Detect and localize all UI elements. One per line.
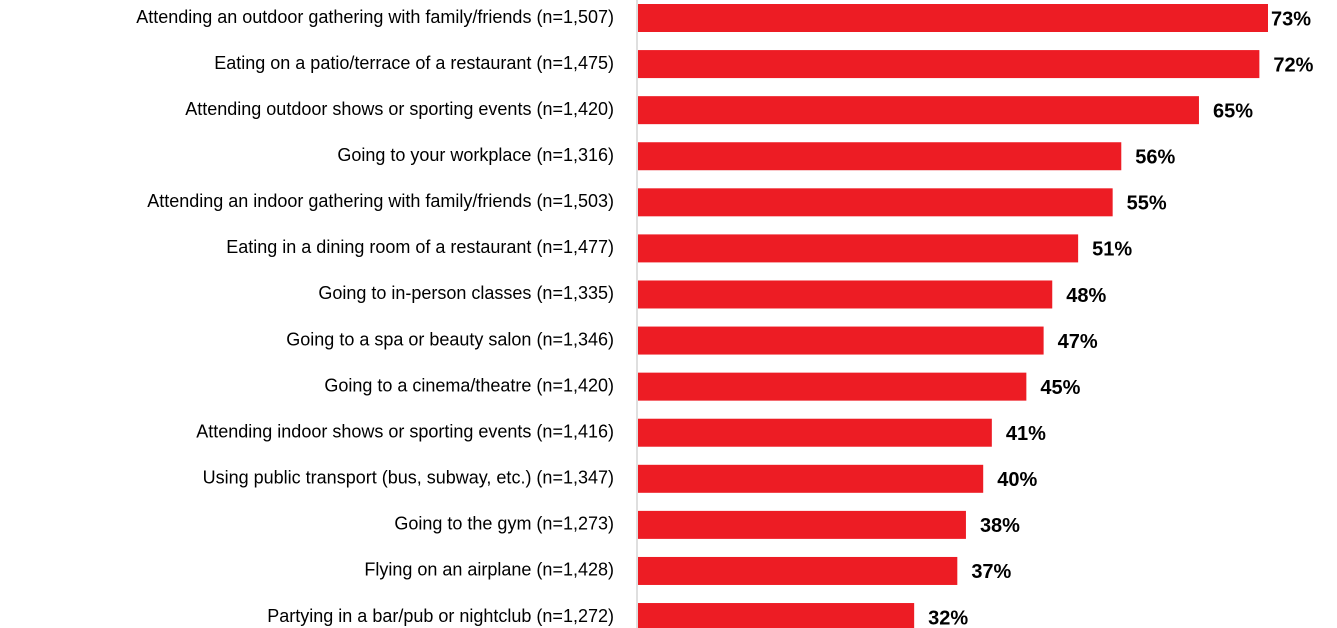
category-label: Going to the gym (n=1,273) xyxy=(394,514,614,534)
value-label: 40% xyxy=(997,469,1037,491)
bar xyxy=(638,188,1113,217)
value-label: 41% xyxy=(1006,423,1046,445)
category-label: Attending indoor shows or sporting event… xyxy=(196,421,614,441)
value-label: 51% xyxy=(1092,239,1132,261)
bar xyxy=(638,50,1260,79)
category-label: Using public transport (bus, subway, etc… xyxy=(203,468,614,488)
value-label: 73% xyxy=(1271,8,1311,30)
bar xyxy=(638,418,992,447)
category-label: Attending an outdoor gathering with fami… xyxy=(136,7,614,27)
category-label: Going to a cinema/theatre (n=1,420) xyxy=(324,375,614,395)
category-label: Going to a spa or beauty salon (n=1,346) xyxy=(286,329,614,349)
category-label: Partying in a bar/pub or nightclub (n=1,… xyxy=(267,606,614,626)
bar xyxy=(638,464,984,493)
bar xyxy=(638,234,1079,263)
bar xyxy=(638,326,1044,355)
value-label: 72% xyxy=(1273,54,1313,76)
value-label: 56% xyxy=(1135,147,1175,169)
category-label: Eating on a patio/terrace of a restauran… xyxy=(214,53,614,73)
bar xyxy=(638,280,1053,309)
value-label: 65% xyxy=(1213,100,1253,122)
bar xyxy=(638,372,1027,401)
category-label: Going to your workplace (n=1,316) xyxy=(337,145,614,165)
category-label: Eating in a dining room of a restaurant … xyxy=(226,237,614,257)
bar xyxy=(638,96,1199,125)
category-label: Attending an indoor gathering with famil… xyxy=(147,191,614,211)
category-label: Going to in-person classes (n=1,335) xyxy=(318,283,614,303)
bar xyxy=(638,510,966,539)
bar xyxy=(638,4,1268,32)
value-label: 48% xyxy=(1066,285,1106,307)
value-label: 55% xyxy=(1127,193,1167,215)
category-label: Flying on an airplane (n=1,428) xyxy=(364,560,614,580)
bar xyxy=(638,142,1122,171)
value-label: 37% xyxy=(971,561,1011,583)
category-label: Attending outdoor shows or sporting even… xyxy=(185,99,614,119)
value-label: 38% xyxy=(980,515,1020,537)
bar xyxy=(638,556,958,585)
value-label: 45% xyxy=(1040,377,1080,399)
bar xyxy=(638,603,915,628)
value-label: 47% xyxy=(1058,331,1098,353)
value-label: 32% xyxy=(928,607,968,628)
